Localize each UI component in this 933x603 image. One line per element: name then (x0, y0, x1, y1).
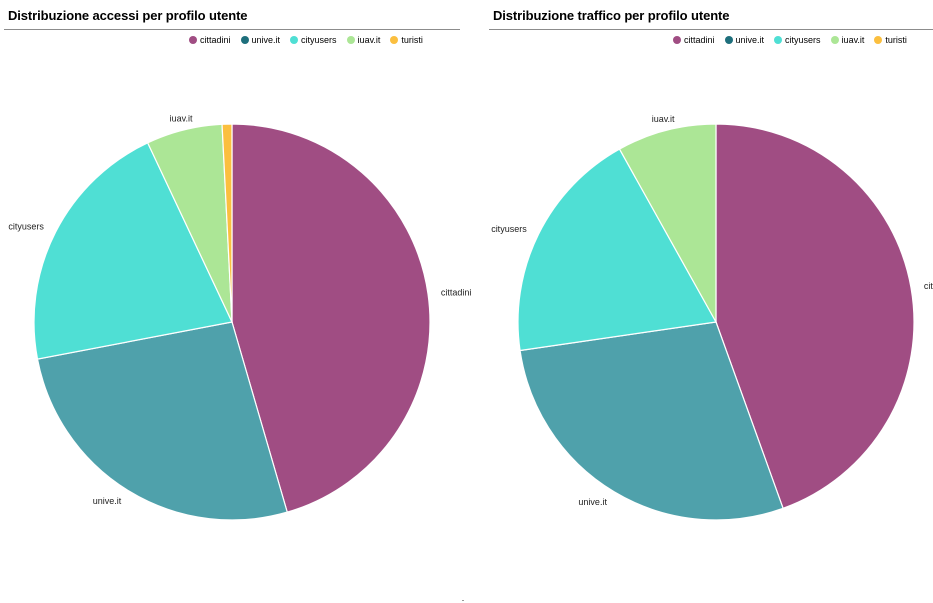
pie-slice-cityusers[interactable] (517, 148, 717, 352)
slice-label-cityusers: cityusers (8, 222, 44, 232)
legend-item-iuav[interactable]: iuav.it (346, 35, 381, 45)
legend-label: cityusers (301, 35, 337, 45)
slice-label-cittadini: cittadini (441, 287, 472, 297)
legend-dot-unive (724, 36, 733, 44)
pie-slice-cittadini[interactable] (231, 123, 431, 513)
slice-label-iuav-it: iuav.it (652, 114, 675, 124)
legend-dot-turisti (390, 36, 399, 44)
slice-label-cityusers: cityusers (491, 224, 527, 234)
legend-label: cityusers (785, 35, 821, 45)
pie-slice-unive-it[interactable] (519, 321, 784, 521)
legend-item-iuav[interactable]: iuav.it (830, 35, 865, 45)
slice-label-unive-it: unive.it (578, 497, 607, 507)
legend-label: cittadini (200, 35, 231, 45)
pie-chart-traffico: cittad unive.it cityusers iuav.it (491, 114, 933, 521)
legend-item-cittadini[interactable]: cittadini (189, 35, 231, 45)
pie-slice-unive-it[interactable] (36, 321, 288, 521)
pie-slice-turisti[interactable] (221, 123, 233, 323)
legend-dot-iuav (346, 36, 355, 44)
legend-dot-iuav (830, 36, 839, 44)
legend-item-turisti[interactable]: turisti (390, 35, 423, 45)
legend-item-unive[interactable]: unive.it (724, 35, 765, 45)
legend-label: turisti (885, 35, 907, 45)
pie-slice-cityusers[interactable] (33, 142, 233, 360)
legend-dot-turisti (874, 36, 883, 44)
legend-dot-cittadini (673, 36, 681, 44)
pie-chart-accessi: cittadini unive.it cityusers iuav.it (8, 113, 471, 521)
legend-item-cityusers[interactable]: cityusers (290, 35, 337, 45)
legend-dot-cittadini (189, 36, 197, 44)
title-divider (489, 29, 933, 30)
legend-item-unive[interactable]: unive.it (240, 35, 281, 45)
pie-slice-iuav-it[interactable] (618, 123, 717, 325)
slice-label-unive-it: unive.it (93, 496, 122, 506)
legend-label: cittadini (684, 35, 715, 45)
chart-title: Distribuzione traffico per profilo utent… (493, 8, 730, 23)
chart-title: Distribuzione accessi per profilo utente (8, 8, 248, 23)
legend-label: iuav.it (357, 35, 381, 45)
chart-legend: cittadini unive.it cityusers iuav.it tur… (189, 35, 423, 45)
legend-item-cittadini[interactable]: cittadini (673, 35, 715, 45)
legend-label: iuav.it (841, 35, 865, 45)
legend-label: turisti (401, 35, 423, 45)
stray-dot (462, 600, 464, 601)
chart-legend: cittadini unive.it cityusers iuav.it tur… (673, 35, 907, 45)
pie-slice-cittadini[interactable] (715, 123, 915, 510)
legend-dot-unive (240, 36, 249, 44)
legend-item-turisti[interactable]: turisti (874, 35, 907, 45)
slice-label-iuav-it: iuav.it (170, 113, 193, 123)
legend-item-cityusers[interactable]: cityusers (774, 35, 821, 45)
legend-label: unive.it (251, 35, 281, 45)
legend-label: unive.it (735, 35, 765, 45)
title-divider (4, 29, 460, 30)
slice-label-cittadini: cittad (924, 281, 933, 291)
legend-dot-cityusers (290, 36, 299, 44)
legend-dot-cityusers (774, 36, 783, 44)
